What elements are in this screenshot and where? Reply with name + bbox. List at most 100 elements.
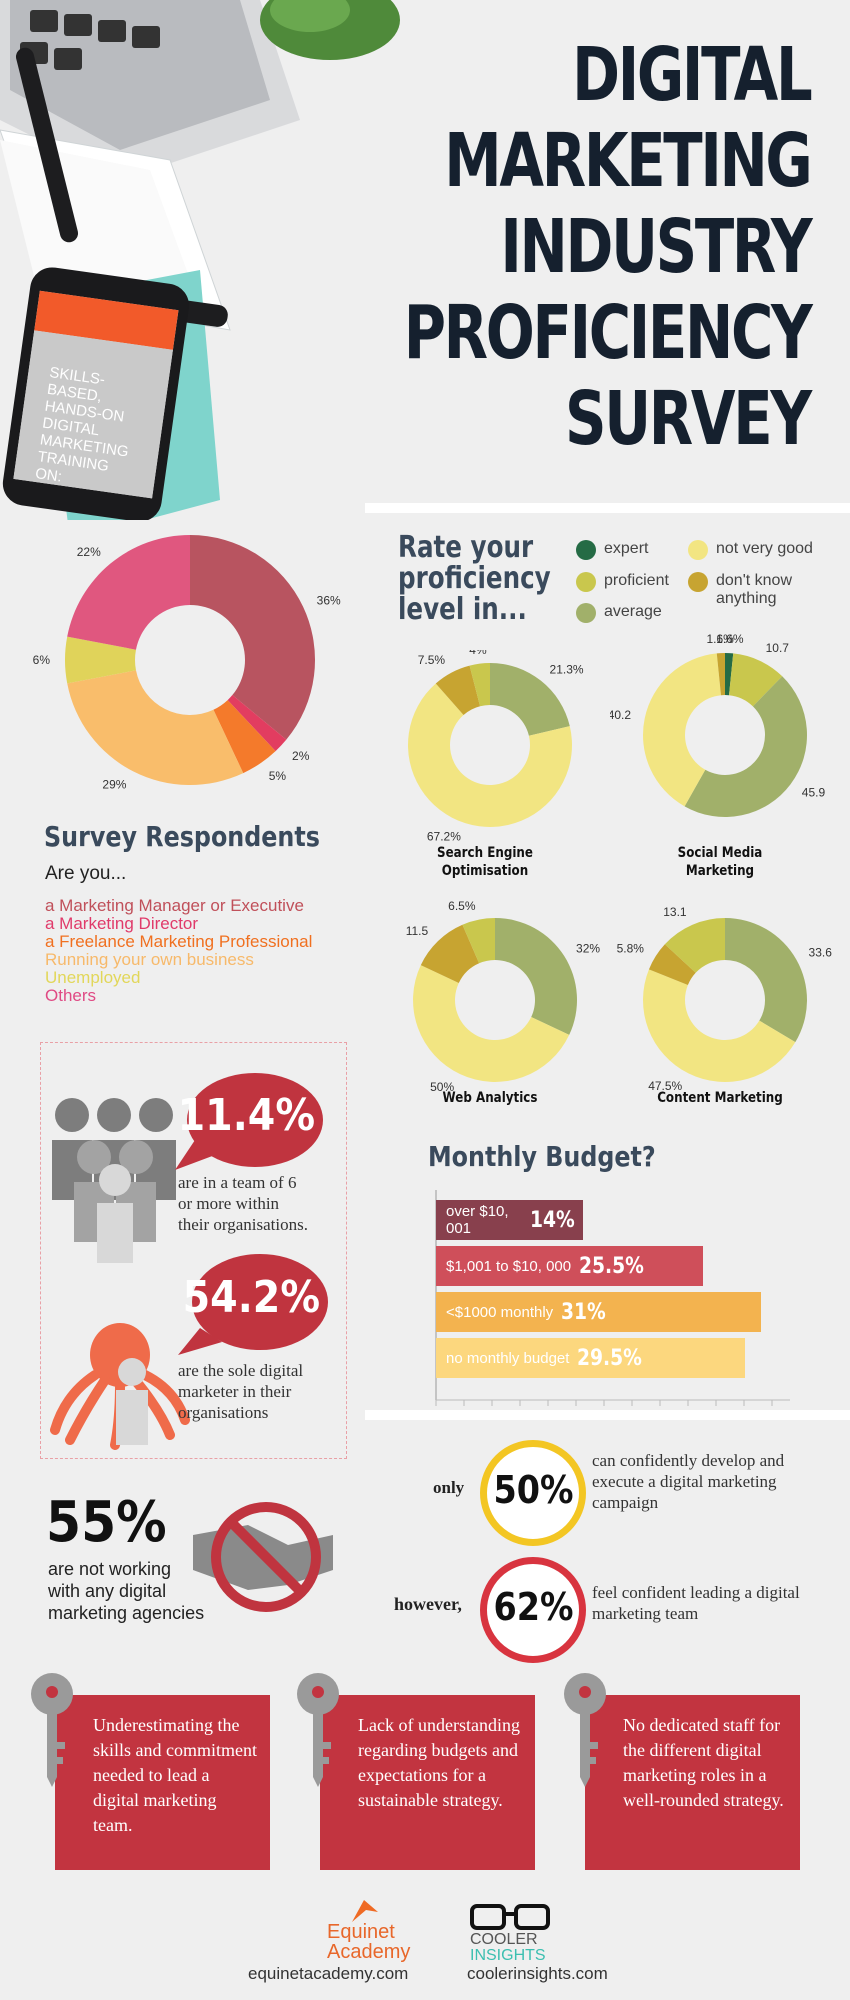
legend-item-not-very-good: not very good <box>688 540 813 560</box>
challenge-text: Lack of understanding regarding budgets … <box>358 1715 520 1810</box>
budget-bar-value: 14% <box>530 1207 575 1233</box>
proficiency-heading-line: proficiency <box>398 561 551 596</box>
octopus-marketer-icon <box>50 1323 190 1450</box>
stat-text-line: or more within <box>178 1194 280 1213</box>
confidence-text-line: can confidently develop and <box>592 1451 785 1470</box>
cooler-logo-line: INSIGHTS <box>470 1947 546 1964</box>
title-line-3: INDUSTRY <box>500 204 812 290</box>
confidence-prefix-2: however, <box>394 1594 462 1614</box>
donut-data-label: 6% <box>33 653 51 667</box>
donut-data-label: 36% <box>317 593 341 607</box>
glasses-icon <box>470 1904 550 1930</box>
desk-illustration-svg <box>0 0 400 540</box>
confidence-text-line: campaign <box>592 1493 659 1512</box>
confidence-text-line: execute a digital marketing <box>592 1472 777 1491</box>
legend-label: expert <box>604 540 649 557</box>
donut-slice <box>643 653 721 807</box>
equinet-logo: Equinet Academy <box>327 1922 410 1962</box>
donut-data-label: 5.8% <box>617 942 645 956</box>
desk-illustration: SKILLS-BASED, HANDS-ON DIGITAL MARKETING… <box>0 0 420 540</box>
donut-data-label: 29% <box>102 778 126 792</box>
title-line-4: PROFICIENCY <box>403 290 812 376</box>
donut-data-label: 1.6% <box>716 632 744 646</box>
donut-slice <box>716 653 725 696</box>
budget-bar-label: $1,001 to $10, 000 <box>446 1257 572 1275</box>
donut-slice <box>725 653 734 696</box>
donut-data-label: 67.2% <box>427 829 461 843</box>
donut-slice <box>729 653 783 707</box>
donut-data-label: 21.3% <box>550 663 584 677</box>
donut-data-label: 7.5% <box>418 653 446 667</box>
donut-data-label: 13.1 <box>663 905 687 919</box>
donut-slice <box>462 918 495 964</box>
confidence-value-2: 62% <box>493 1585 574 1629</box>
respondent-item: a Marketing Director <box>45 914 199 933</box>
donut-data-label: 5% <box>269 769 287 783</box>
team-stat-2-value: 54.2% <box>182 1272 321 1323</box>
respondent-item: a Marketing Manager or Executive <box>45 896 304 915</box>
donut-slice <box>725 918 807 1043</box>
legend-item-dont-know: don't know anything <box>688 572 806 608</box>
confidence-value-1: 50% <box>493 1468 574 1512</box>
donut-slice <box>213 700 276 774</box>
donut-slice <box>435 665 481 715</box>
speech-bubble-1 <box>175 1073 323 1170</box>
cooler-insights-url[interactable]: coolerinsights.com <box>467 1964 608 1983</box>
team-stats-box <box>40 1042 347 1459</box>
donut-data-label: 40.2 <box>610 708 631 722</box>
donut-data-label: 10.7 <box>766 641 790 655</box>
seo-donut-chart: 21.3% 67.2% 7.5% 4% <box>408 650 584 843</box>
respondent-item: Running your own business <box>45 950 254 969</box>
respondents-heading: Survey Respondents <box>44 820 320 853</box>
legend-swatch <box>688 540 708 560</box>
legend-label: proficient <box>604 572 669 589</box>
confidence-text-1: can confidently develop and execute a di… <box>592 1450 784 1513</box>
donut-slice <box>490 663 570 736</box>
confidence-text-line: marketing team <box>592 1604 699 1623</box>
stat-text-line: organisations <box>178 1403 269 1422</box>
proficiency-heading-line: Rate your <box>398 530 534 565</box>
donut-slice <box>684 676 807 817</box>
donut-data-label: 22% <box>77 545 101 559</box>
challenge-card: Underestimating the skills and commitmen… <box>55 1695 270 1870</box>
equinet-url[interactable]: equinetacademy.com <box>248 1964 409 1983</box>
budget-bar-value: 31% <box>561 1299 606 1325</box>
respondent-item: a Freelance Marketing Professional <box>45 932 313 951</box>
title-line-2: MARKETING <box>443 118 813 204</box>
donut-data-label: 11.5 <box>406 924 429 938</box>
budget-bar: over $10, 001 14% <box>436 1200 583 1240</box>
legend-swatch <box>688 572 708 592</box>
confidence-text-line: feel confident leading a digital <box>592 1583 800 1602</box>
donut-data-label: 32% <box>576 942 600 956</box>
proficiency-heading-line: level in... <box>398 592 527 627</box>
respondents-question: Are you... <box>45 863 127 884</box>
donut-slice <box>648 944 696 986</box>
donut-data-label: 33.6 <box>809 946 833 960</box>
seo-caption: Search Engine Optimisation <box>437 845 533 879</box>
key-icon <box>31 1673 73 1787</box>
social-media-donut-chart: 1.6% 10.7 45.9 40.2 1.6% <box>610 632 825 817</box>
stat-text-line: their organisations. <box>178 1215 308 1234</box>
divider <box>365 503 850 513</box>
agencies-text-line: are not working <box>48 1559 172 1579</box>
team-stat-1-value: 11.4% <box>177 1090 316 1141</box>
budget-bar-label: no monthly budget <box>446 1349 570 1367</box>
respondent-item: Others <box>45 986 97 1005</box>
donut-data-label: 4% <box>469 650 487 657</box>
donut-slice <box>643 969 796 1082</box>
legend-swatch <box>576 572 596 592</box>
budget-bar: <$1000 monthly 31% <box>436 1292 761 1332</box>
donut-data-label: 6.5% <box>448 900 476 913</box>
content-marketing-donut-chart: 33.6 47.5% 5.8% 13.1 <box>617 905 833 1093</box>
key-icon <box>297 1673 339 1787</box>
challenge-card: No dedicated staff for the different dig… <box>585 1695 800 1870</box>
donut-slice <box>67 535 190 650</box>
people-group-icon <box>52 1098 176 1263</box>
equinet-logo-icon <box>352 1900 378 1922</box>
donut-slice <box>227 695 287 752</box>
agencies-text-line: marketing agencies <box>48 1603 205 1623</box>
confidence-prefix-1: only <box>433 1478 465 1497</box>
stat-text-line: are in a team of 6 <box>178 1173 297 1192</box>
stat-text-line: marketer in their <box>178 1382 292 1401</box>
budget-bar-value: 29.5% <box>577 1345 643 1371</box>
